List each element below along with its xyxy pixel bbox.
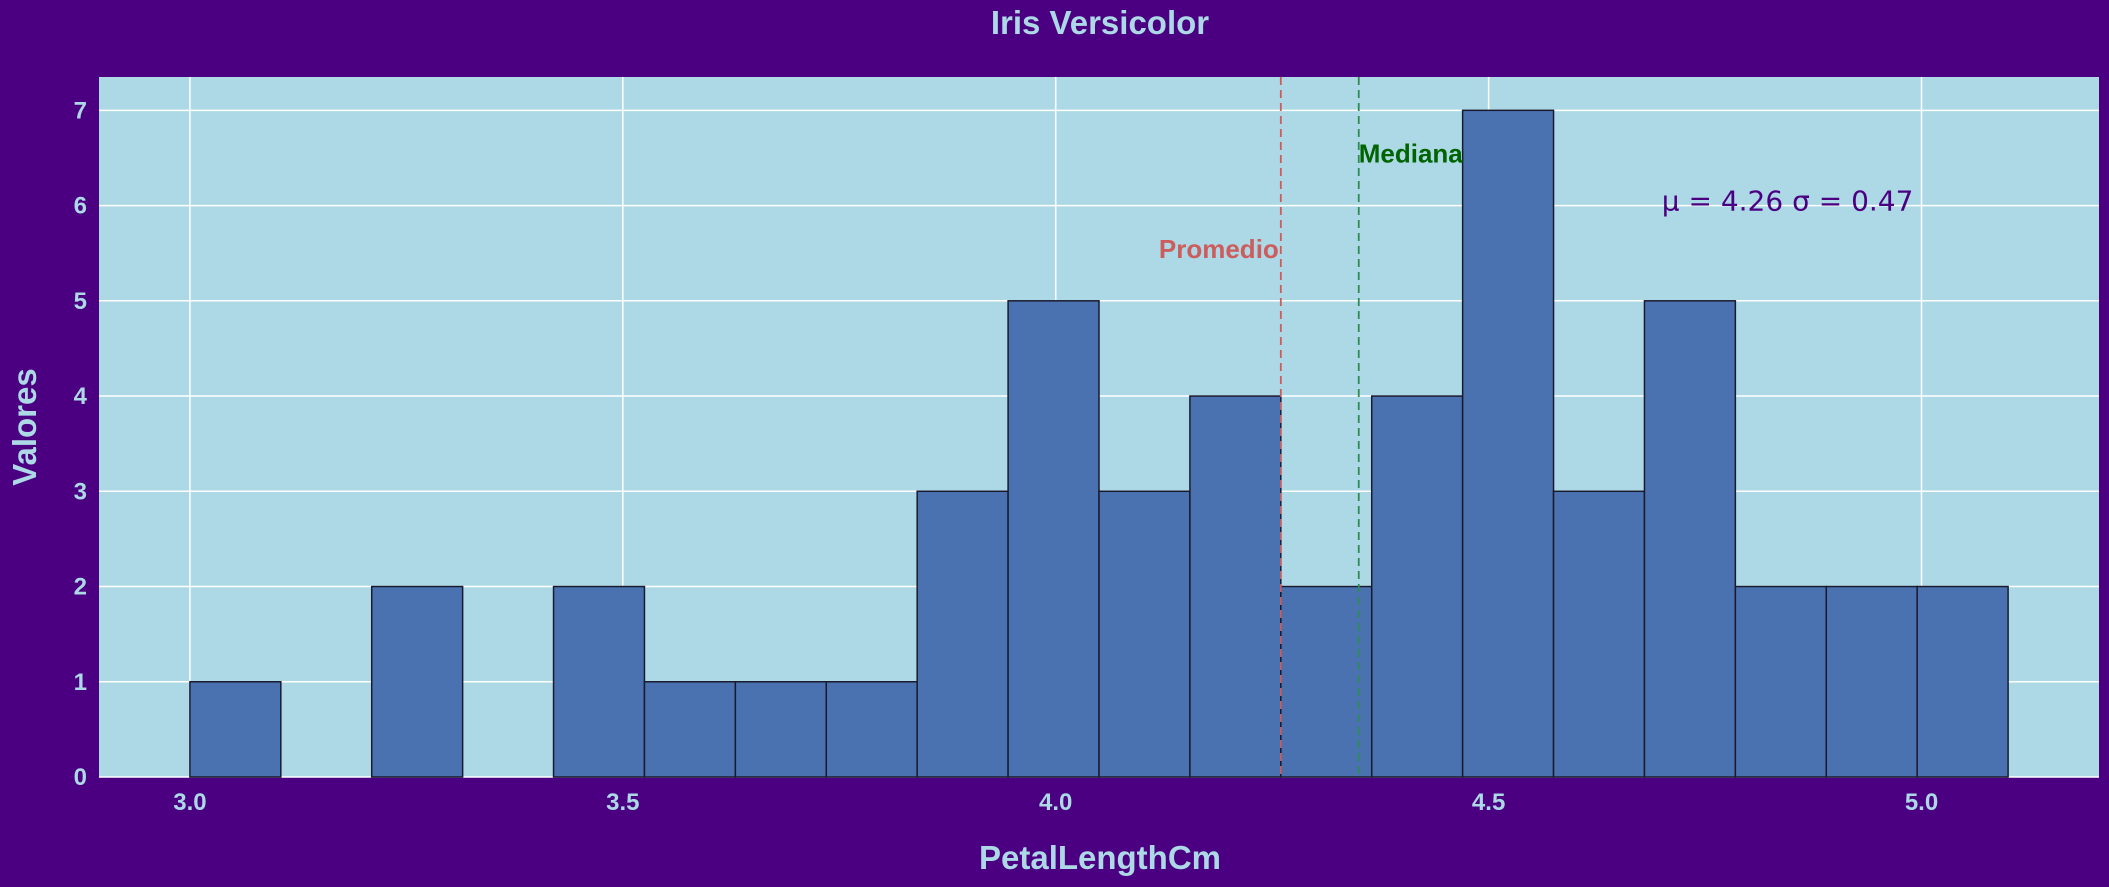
histogram-bar (1916, 585, 2009, 778)
stats-annotation: μ = 4.26 σ = 0.47 (1662, 184, 1914, 217)
y-tick-label: 1 (74, 669, 87, 696)
y-tick-label: 0 (74, 764, 87, 791)
histogram-bar (643, 681, 737, 778)
histogram-bar (370, 585, 464, 778)
histogram-bar (1280, 585, 1373, 778)
x-tick-label: 3.0 (173, 789, 206, 816)
histogram-bar (1825, 585, 1918, 778)
median-annotation: Mediana (1359, 139, 1464, 169)
histogram-bar (1461, 109, 1555, 778)
histogram-bar (1552, 490, 1646, 778)
histogram-bar (825, 681, 918, 778)
histogram-bar (1007, 300, 1100, 778)
y-axis-ticks: 0 1 2 3 4 5 6 7 (74, 97, 88, 791)
y-tick-label: 4 (74, 383, 88, 410)
x-tick-label: 3.5 (606, 789, 639, 816)
x-tick-label: 4.0 (1039, 789, 1072, 816)
chart-title: Iris Versicolor (991, 4, 1209, 41)
mean-annotation: Promedio (1159, 234, 1279, 264)
histogram-bar (734, 681, 828, 778)
x-tick-label: 4.5 (1472, 789, 1505, 816)
histogram-bar (916, 490, 1009, 778)
histogram-bar (552, 585, 646, 778)
x-tick-label: 5.0 (1905, 789, 1938, 816)
histogram-bar (1734, 585, 1828, 778)
y-tick-label: 2 (74, 574, 87, 601)
histogram-bar (1189, 395, 1282, 778)
y-tick-label: 5 (74, 288, 87, 315)
x-axis-label: PetalLengthCm (979, 839, 1221, 876)
histogram-bars (189, 109, 2009, 778)
y-axis-label: Valores (6, 368, 43, 485)
histogram-bar (189, 681, 282, 778)
x-axis-ticks: 3.0 3.5 4.0 4.5 5.0 (173, 789, 1938, 816)
histogram-bar (1098, 490, 1191, 778)
histogram-bar (1370, 395, 1464, 778)
y-tick-label: 3 (74, 478, 87, 505)
y-tick-label: 7 (74, 97, 87, 124)
y-tick-label: 6 (74, 193, 87, 220)
histogram-bar (1643, 300, 1737, 778)
